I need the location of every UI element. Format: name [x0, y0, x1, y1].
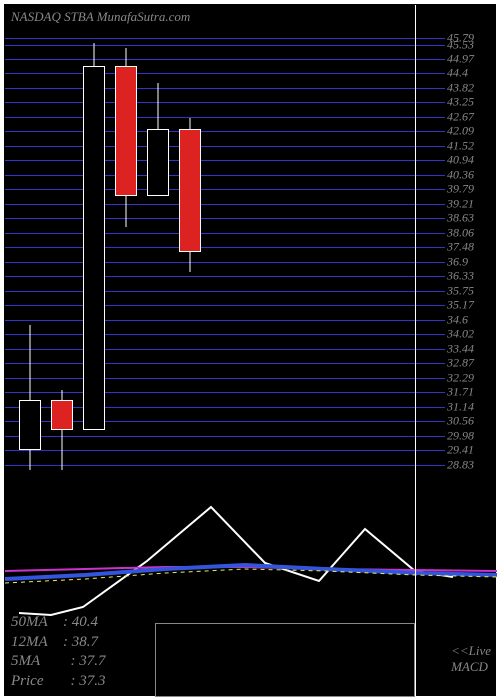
candle — [147, 83, 169, 196]
grid-hline — [5, 349, 445, 350]
ma5-val: 37.7 — [79, 653, 105, 669]
grid-hline — [5, 218, 445, 219]
candle-body — [83, 66, 105, 431]
grid-hline — [5, 189, 445, 190]
grid-hline — [5, 88, 445, 89]
price-level-label: 35.17 — [447, 298, 495, 313]
price-level-label: 44.97 — [447, 51, 495, 66]
price-key: Price — [11, 672, 63, 692]
price-level-label: 30.56 — [447, 414, 495, 429]
grid-hline — [5, 38, 445, 39]
chart-title: NASDAQ STBA MunafaSutra.com — [11, 9, 190, 25]
ma50-row: 50MA: 40.4 — [11, 613, 106, 633]
ma12-val: 38.7 — [72, 634, 98, 650]
grid-hline — [5, 102, 445, 103]
macd-text: MACD — [451, 659, 491, 675]
price-level-label: 39.79 — [447, 182, 495, 197]
ma12-row: 12MA: 38.7 — [11, 633, 106, 653]
price-level-label: 29.98 — [447, 428, 495, 443]
indicator-line — [19, 507, 453, 615]
indicator-line — [5, 567, 497, 571]
price-level-label: 32.29 — [447, 370, 495, 385]
indicator-area — [5, 475, 497, 625]
candle-body — [51, 400, 73, 430]
grid-hline — [5, 305, 445, 306]
grid-hline — [5, 160, 445, 161]
price-level-label: 36.33 — [447, 269, 495, 284]
ma12-key: 12MA — [11, 633, 63, 653]
candle-body — [179, 129, 201, 252]
price-level-label: 38.06 — [447, 225, 495, 240]
price-level-label: 43.25 — [447, 95, 495, 110]
chart-container: NASDAQ STBA MunafaSutra.com 50MA: 40.4 1… — [4, 4, 496, 696]
price-level-label: 32.87 — [447, 356, 495, 371]
price-level-label: 37.48 — [447, 240, 495, 255]
price-level-label: 45.53 — [447, 37, 495, 52]
candle — [115, 48, 137, 227]
grid-hline — [5, 131, 445, 132]
grid-hline — [5, 175, 445, 176]
indicator-svg — [5, 475, 497, 625]
price-level-label: 40.94 — [447, 153, 495, 168]
price-level-label: 34.6 — [447, 312, 495, 327]
grid-hline — [5, 378, 445, 379]
grid-hline — [5, 320, 445, 321]
price-level-label: 36.9 — [447, 254, 495, 269]
candle — [51, 390, 73, 470]
price-level-label: 31.71 — [447, 385, 495, 400]
live-macd-label: <<Live MACD — [451, 643, 491, 675]
macd-panel-box — [155, 623, 415, 697]
grid-hline — [5, 45, 445, 46]
grid-hline — [5, 262, 445, 263]
grid-hline — [5, 247, 445, 248]
grid-hline — [5, 204, 445, 205]
ma50-key: 50MA — [11, 613, 63, 633]
live-text: <<Live — [451, 643, 491, 659]
price-level-label: 38.63 — [447, 211, 495, 226]
ma5-key: 5MA — [11, 652, 63, 672]
ma5-row: 5MA : 37.7 — [11, 652, 106, 672]
price-level-label: 42.09 — [447, 124, 495, 139]
ma50-val: 40.4 — [72, 614, 98, 630]
price-level-label: 35.75 — [447, 283, 495, 298]
price-level-label: 42.67 — [447, 109, 495, 124]
candle — [83, 43, 105, 430]
grid-hline — [5, 146, 445, 147]
price-val: 37.3 — [79, 673, 105, 689]
price-level-label: 40.36 — [447, 167, 495, 182]
grid-hline — [5, 334, 445, 335]
price-level-label: 34.02 — [447, 327, 495, 342]
grid-hline — [5, 59, 445, 60]
candle — [19, 325, 41, 471]
grid-hline — [5, 363, 445, 364]
candle-body — [147, 129, 169, 197]
price-level-label: 29.41 — [447, 443, 495, 458]
grid-hline — [5, 291, 445, 292]
price-row: Price : 37.3 — [11, 672, 106, 692]
candle — [179, 118, 201, 271]
candle-body — [19, 400, 41, 450]
price-level-label: 43.82 — [447, 80, 495, 95]
grid-hline — [5, 117, 445, 118]
price-level-label: 39.21 — [447, 196, 495, 211]
candle-body — [115, 66, 137, 197]
price-level-label: 28.83 — [447, 457, 495, 472]
price-level-label: 31.14 — [447, 399, 495, 414]
grid-hline — [5, 276, 445, 277]
grid-hline — [5, 73, 445, 74]
indicator-line — [5, 565, 497, 579]
price-level-label: 33.44 — [447, 341, 495, 356]
price-chart-area — [5, 5, 445, 475]
price-level-label: 41.52 — [447, 138, 495, 153]
moving-average-labels: 50MA: 40.4 12MA: 38.7 5MA : 37.7 Price :… — [11, 613, 106, 691]
grid-hline — [5, 233, 445, 234]
price-level-label: 44.4 — [447, 66, 495, 81]
cursor-vertical-line — [415, 5, 416, 697]
